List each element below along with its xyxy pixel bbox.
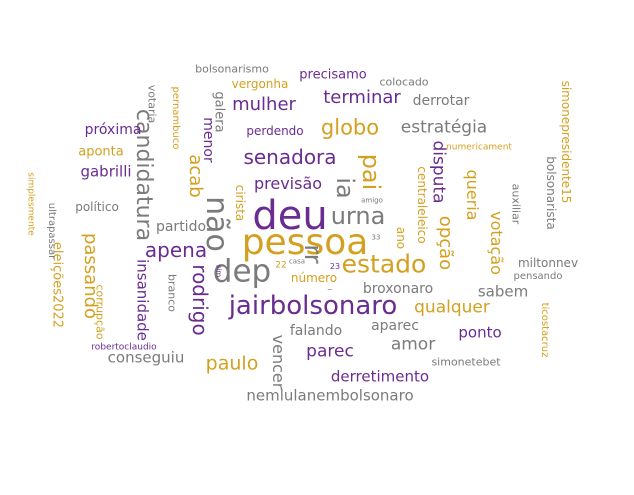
word: insanidade — [133, 259, 152, 341]
word: votação — [487, 211, 506, 275]
word: senadora — [243, 145, 337, 169]
word: 33 — [371, 233, 381, 242]
word: paulo — [205, 352, 259, 375]
word: broxonaro — [362, 281, 434, 297]
word: queria — [463, 169, 482, 221]
word: nemlulanembolsonaro — [246, 386, 414, 405]
word: derrotar — [412, 93, 470, 109]
word: 22 — [275, 260, 287, 271]
word: ia — [331, 177, 359, 199]
word: bolsonarista — [544, 156, 558, 230]
word: pensando — [513, 271, 563, 282]
word: gabrilli — [80, 162, 132, 181]
word: pernambuco — [170, 86, 181, 150]
word: dep — [212, 253, 272, 290]
word: globo — [320, 115, 380, 140]
word: ultrapassar — [46, 202, 57, 260]
word: opção — [435, 215, 456, 271]
word: sim — [214, 264, 223, 278]
word: vergonha — [231, 77, 289, 91]
word: colocado — [379, 75, 429, 89]
word: sabem — [477, 282, 529, 301]
word: auxiliar — [509, 183, 523, 225]
word: simonetebet — [431, 355, 501, 369]
word: ticostacruz — [539, 302, 550, 358]
word: amor — [390, 334, 436, 355]
word: derretimento — [330, 367, 430, 386]
word: cirista — [233, 184, 247, 222]
word: simonepresidente15 — [559, 80, 573, 204]
word: estado — [341, 249, 427, 279]
word: deu — [252, 193, 328, 239]
word: corrupção — [93, 284, 107, 340]
word: amigo — [361, 196, 383, 205]
word: miltonnev — [517, 256, 579, 270]
word: político — [75, 200, 119, 214]
word: 23 — [329, 262, 341, 271]
word: conseguiu — [107, 348, 185, 367]
word: pai — [357, 153, 385, 191]
word: parec — [306, 341, 354, 362]
word: mulher — [232, 94, 296, 115]
word: estratégia — [400, 117, 488, 138]
word: jairbolsonaro — [228, 291, 398, 321]
word: rodrigo — [188, 264, 212, 336]
word: branco — [165, 274, 179, 312]
word: qualquer — [414, 297, 490, 318]
word: falando — [289, 323, 343, 339]
word: simplesmente — [25, 172, 36, 236]
word: votaria — [145, 84, 159, 124]
word: apena — [144, 238, 208, 262]
word: centraleleico — [415, 166, 429, 244]
word: perdendo — [246, 124, 304, 138]
word: disputa — [428, 140, 449, 204]
word: robertoclaudio — [91, 342, 157, 353]
word: aparec — [371, 318, 419, 334]
word: galera — [211, 91, 227, 133]
word: ponto — [458, 323, 502, 342]
word: próxima — [84, 122, 142, 138]
word: precisamo — [299, 67, 367, 83]
word: ano — [394, 226, 408, 250]
word: partido — [155, 219, 207, 235]
word: _ — [327, 280, 333, 291]
word: urna — [330, 202, 386, 230]
word: número — [290, 271, 338, 285]
word: bolsonarismo — [195, 62, 269, 76]
word: vencer — [269, 334, 288, 390]
word: aponta — [78, 144, 124, 160]
word: pessoa — [241, 222, 369, 263]
word: numericament — [446, 142, 512, 153]
word: previsão — [253, 174, 323, 193]
word: casa — [288, 257, 306, 266]
word: terminar — [323, 87, 401, 108]
